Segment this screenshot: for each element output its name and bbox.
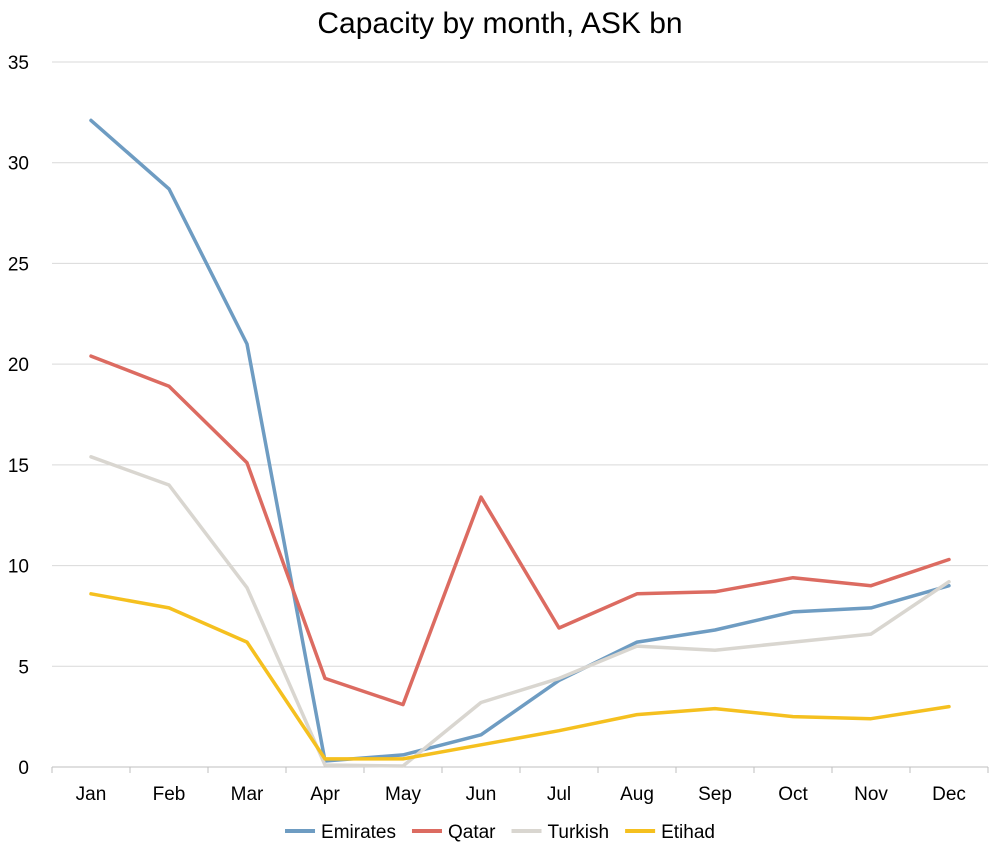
series-lines — [89, 118, 951, 768]
x-tick-label: Mar — [231, 784, 264, 805]
x-tick-label: Dec — [932, 784, 966, 805]
x-tick-label: Apr — [310, 784, 340, 805]
x-axis: Jan Feb Mar Apr May Jun Jul Aug Sep Oct Nov Dec — [51, 766, 989, 805]
series-line-turkish — [89, 455, 951, 768]
legend-label: Emirates — [321, 822, 396, 843]
y-axis: 0 5 10 15 20 25 30 35 — [8, 53, 29, 779]
series-line-emirates — [89, 118, 951, 763]
series-line-qatar — [89, 354, 951, 707]
legend-label: Turkish — [548, 822, 610, 843]
chart-title: Capacity by month, ASK bn — [317, 7, 682, 40]
y-tick-label: 5 — [18, 657, 29, 678]
gridlines — [52, 61, 988, 667]
legend-label: Qatar — [448, 822, 496, 843]
y-tick-label: 30 — [8, 154, 29, 175]
x-tick-label: Jun — [466, 784, 497, 805]
x-tick-label: Nov — [854, 784, 888, 805]
series-line-etihad — [89, 592, 951, 761]
y-tick-label: 15 — [8, 456, 29, 477]
x-tick-label: Oct — [778, 784, 808, 805]
x-tick-label: Feb — [153, 784, 186, 805]
x-tick-label: Jan — [76, 784, 107, 805]
x-tick-label: Jul — [547, 784, 571, 805]
legend: Emirates Qatar Turkish Etihad — [285, 822, 715, 843]
y-tick-label: 10 — [8, 557, 29, 578]
x-tick-label: May — [385, 784, 421, 805]
y-tick-label: 35 — [8, 53, 29, 74]
legend-label: Etihad — [661, 822, 715, 843]
y-tick-label: 25 — [8, 254, 29, 275]
y-tick-label: 0 — [18, 758, 29, 779]
y-tick-label: 20 — [8, 355, 29, 376]
x-tick-label: Aug — [620, 784, 654, 805]
x-tick-label: Sep — [698, 784, 732, 805]
